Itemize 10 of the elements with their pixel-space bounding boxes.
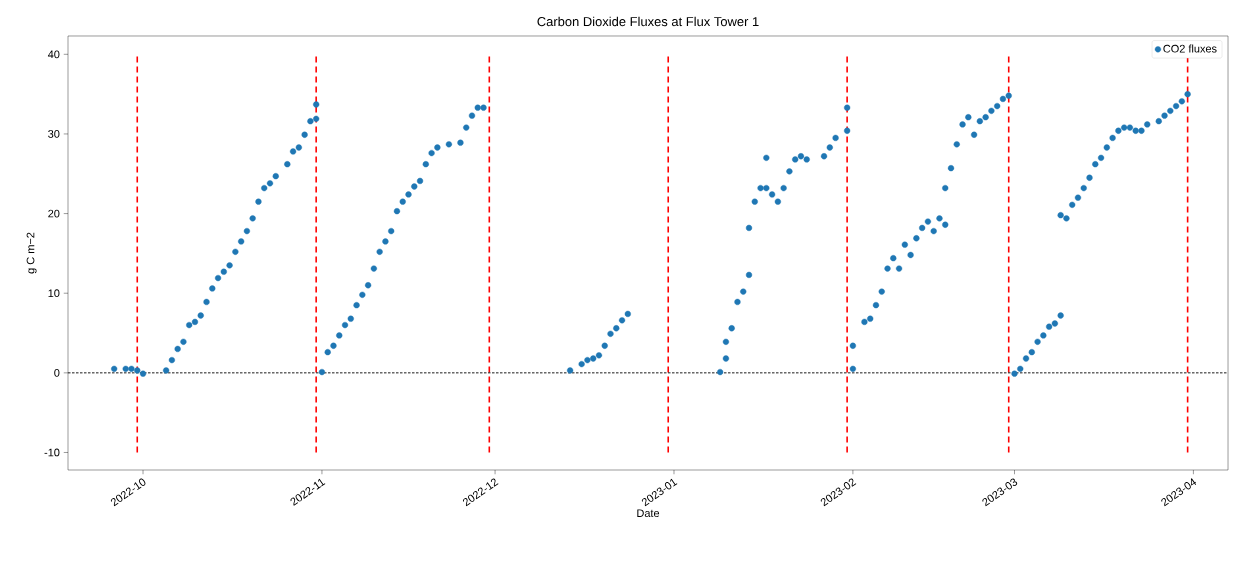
x-axis-title: Date [637, 509, 660, 518]
chart-title: Carbon Dioxide Fluxes at Flux Tower 1 [537, 16, 759, 27]
y-tick-label: 10 [48, 289, 60, 298]
y-tick-label: 20 [48, 209, 60, 218]
y-tick-label: 30 [48, 130, 60, 138]
legend-label: CO2 fluxes [1163, 44, 1217, 53]
y-tick-label: 40 [47, 50, 60, 59]
y-axis-title: g C m−2 [26, 232, 37, 274]
y-tick-label: -10 [44, 448, 60, 457]
y-tick-label: 0 [54, 368, 60, 377]
